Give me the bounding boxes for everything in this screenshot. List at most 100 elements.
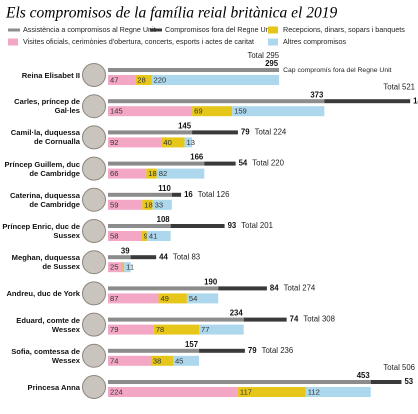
abroad-bar bbox=[218, 286, 267, 291]
segment-label: 220 bbox=[154, 76, 167, 85]
uk-label: 373 bbox=[310, 90, 324, 99]
segment-label: 25 bbox=[110, 263, 118, 272]
uk-label: 39 bbox=[121, 246, 130, 255]
abroad-label: 44 bbox=[159, 252, 168, 261]
segment-label: 78 bbox=[156, 325, 164, 334]
person-name: Meghan, duquessa de Sussex bbox=[11, 253, 80, 272]
uk-label: 157 bbox=[185, 340, 198, 349]
segment bbox=[108, 293, 159, 304]
segment bbox=[108, 355, 151, 366]
segment bbox=[172, 355, 200, 366]
legend-swatch bbox=[8, 38, 18, 46]
uk-bar bbox=[108, 286, 219, 291]
segment bbox=[156, 168, 205, 179]
abroad-bar bbox=[199, 348, 245, 353]
portrait bbox=[82, 125, 106, 150]
person-name: Sofia, comtessa de Wessex bbox=[11, 346, 80, 365]
segment bbox=[141, 231, 147, 241]
uk-bar bbox=[108, 255, 131, 260]
legend-label: Assistència a compromisos al Regne Unit bbox=[23, 25, 156, 34]
portrait bbox=[82, 250, 106, 275]
portrait bbox=[82, 156, 106, 181]
segment bbox=[108, 137, 162, 148]
segment bbox=[135, 75, 152, 85]
segment-label: 18 bbox=[144, 200, 152, 209]
segment bbox=[232, 106, 325, 117]
segment bbox=[108, 199, 143, 210]
person-name: Camil·la, duquessa de Cornualla bbox=[10, 128, 80, 147]
segment-label: 58 bbox=[110, 232, 118, 241]
abroad-label: 74 bbox=[290, 315, 299, 324]
legend-label: Recepcions, dinars, sopars i banquets bbox=[283, 25, 405, 34]
segment bbox=[108, 168, 147, 179]
segment bbox=[108, 106, 193, 117]
portrait bbox=[82, 219, 106, 243]
segment-label: 11 bbox=[126, 263, 134, 272]
segment bbox=[153, 324, 200, 335]
legend-swatch bbox=[8, 28, 20, 32]
person-name: Andreu, duc de York bbox=[6, 288, 80, 298]
uk-label: 110 bbox=[158, 184, 171, 193]
abroad-label: 79 bbox=[241, 127, 250, 136]
chart-title: Els compromisos de la família reial brit… bbox=[5, 5, 337, 22]
total-label: Total 83 bbox=[173, 252, 200, 261]
legend-label: Altres compromisos bbox=[283, 37, 347, 46]
segment-label: 74 bbox=[110, 356, 118, 365]
segment-label: 33 bbox=[155, 200, 163, 209]
legend-swatch bbox=[150, 28, 162, 32]
portrait bbox=[82, 94, 106, 119]
segment-label: 82 bbox=[159, 169, 167, 178]
abroad-bar bbox=[324, 99, 411, 104]
segment bbox=[184, 137, 193, 148]
segment bbox=[146, 231, 171, 241]
segment-label: 9 bbox=[144, 232, 148, 241]
abroad-label: 84 bbox=[270, 283, 279, 292]
segment-label: 49 bbox=[160, 294, 168, 303]
segment bbox=[305, 387, 371, 397]
annotation: Cap compromís fora del Regne Unit bbox=[283, 67, 392, 74]
uk-bar bbox=[108, 192, 172, 197]
person-name: Princesa Anna bbox=[27, 382, 80, 392]
segment-label: 59 bbox=[110, 200, 118, 209]
abroad-label: 148 bbox=[413, 96, 418, 105]
segment-label: 87 bbox=[110, 294, 118, 303]
segment-label: 54 bbox=[189, 294, 197, 303]
person-name: Carles, príncep de Gal·les bbox=[14, 97, 80, 116]
segment-label: 45 bbox=[175, 356, 183, 365]
total-label: Total 126 bbox=[198, 190, 230, 199]
uk-bar bbox=[108, 99, 325, 104]
abroad-label: 53 bbox=[404, 377, 413, 386]
person-name: Eduard, comte de Wessex bbox=[16, 315, 80, 334]
abroad-label: 79 bbox=[248, 346, 257, 355]
segment bbox=[186, 293, 219, 304]
total-label: Total 506 bbox=[383, 363, 415, 372]
uk-label: 108 bbox=[157, 215, 171, 224]
portrait bbox=[82, 375, 106, 399]
segment bbox=[108, 324, 154, 335]
uk-label: 234 bbox=[230, 309, 244, 318]
segment bbox=[142, 199, 153, 210]
segment bbox=[122, 262, 125, 273]
total-label: Total 521 bbox=[383, 82, 415, 91]
total-label: Total 274 bbox=[284, 283, 316, 292]
segment-label: 77 bbox=[201, 325, 209, 334]
segment bbox=[199, 324, 244, 335]
segment-label: 66 bbox=[110, 169, 118, 178]
segment-label: 28 bbox=[137, 76, 145, 85]
portrait bbox=[82, 343, 106, 368]
segment-label: 47 bbox=[110, 76, 118, 85]
abroad-bar bbox=[204, 161, 236, 166]
segment bbox=[161, 137, 185, 148]
legend-swatch bbox=[268, 38, 278, 46]
segment bbox=[192, 106, 233, 117]
segment bbox=[152, 199, 172, 210]
segment-label: 18 bbox=[148, 169, 156, 178]
legend-swatch bbox=[268, 26, 278, 34]
segment bbox=[237, 387, 306, 397]
abroad-label: 54 bbox=[239, 159, 248, 168]
segment bbox=[108, 262, 123, 273]
segment-label: 69 bbox=[194, 107, 202, 116]
segment bbox=[150, 355, 173, 366]
uk-label: 295 bbox=[265, 59, 279, 68]
